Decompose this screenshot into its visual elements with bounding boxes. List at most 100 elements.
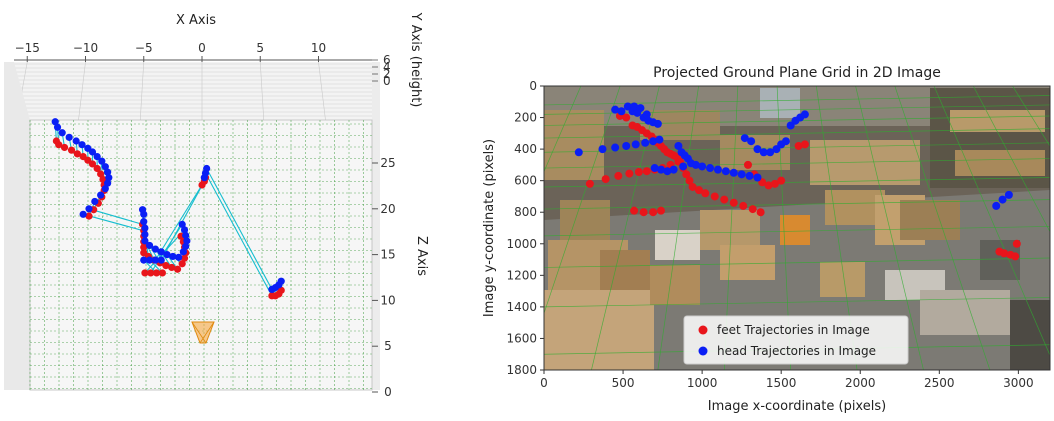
feet-point: [178, 260, 186, 268]
feet-point: [657, 206, 666, 215]
z-tick-label: 5: [384, 339, 392, 353]
x-tick-label: 2500: [924, 376, 955, 390]
x-axis-ticks: −15 −10 −5 0 5 10: [15, 41, 326, 62]
depth-line: [78, 61, 86, 121]
head-point: [713, 165, 722, 174]
head-point: [800, 110, 809, 119]
feet-point: [162, 261, 170, 270]
y-tick-label: 4: [383, 60, 391, 74]
feet-point: [688, 182, 697, 191]
y-tick-label: 6: [383, 53, 391, 67]
trajectory-link: [83, 213, 144, 232]
head-point: [641, 138, 650, 147]
head-point: [98, 157, 106, 165]
head-point: [617, 107, 626, 116]
depth-line: [318, 61, 326, 121]
feet-point: [625, 169, 634, 178]
feet-point: [97, 170, 105, 178]
head-point: [649, 137, 658, 146]
head-point: [151, 245, 159, 253]
y-tick-label: 800: [514, 205, 537, 219]
feet-point: [1011, 252, 1020, 261]
z-axis-ticks: 0 5 10 15 20 25: [372, 156, 396, 399]
head-point: [105, 174, 113, 182]
head-point: [140, 256, 148, 264]
feet-point: [685, 176, 694, 185]
feet-point: [277, 286, 285, 294]
x-tick-label: 0: [198, 41, 206, 55]
head-point: [157, 248, 165, 256]
head-point: [598, 145, 607, 154]
feet-point: [649, 208, 658, 217]
feet-point: [168, 263, 176, 272]
ground-grid-line: [544, 199, 1050, 210]
head-point: [141, 230, 149, 239]
feet-point: [756, 208, 765, 217]
head-point: [151, 256, 159, 264]
feet-point: [1000, 249, 1009, 258]
feet-point: [158, 269, 166, 277]
right-wall: [372, 62, 380, 390]
head-point: [679, 162, 688, 171]
head-point: [766, 148, 775, 157]
feet-point: [1012, 239, 1021, 248]
y-tick-label: 600: [514, 174, 537, 188]
trajectory-link: [205, 172, 273, 297]
feet-point: [682, 170, 691, 179]
feet-point: [800, 140, 809, 149]
feet-point: [639, 208, 648, 217]
head-point: [745, 171, 754, 180]
right-trajectory-points: [574, 102, 1021, 261]
ground-grid-line: [776, 86, 792, 370]
head-point: [145, 256, 154, 264]
feet-point: [73, 150, 81, 158]
x-tick-label: 2000: [845, 376, 876, 390]
head-point: [630, 102, 639, 111]
head-point: [175, 253, 183, 261]
x-tick-label: 1000: [687, 376, 718, 390]
head-point: [140, 218, 148, 226]
x-axis-label: X Axis: [176, 13, 216, 28]
y-tick-label: 1800: [506, 363, 537, 377]
x-tick-label: 500: [612, 376, 635, 390]
z-tick-label: 0: [384, 385, 392, 399]
head-point: [53, 123, 62, 131]
ground-grid-line: [544, 104, 1050, 115]
y-tick-label: 1400: [506, 300, 537, 314]
trajectory-link: [154, 184, 203, 261]
y-axis-label: Y Axis (height): [408, 12, 423, 108]
head-point: [740, 134, 749, 143]
feet-point: [88, 160, 97, 168]
feet-point: [642, 167, 651, 176]
z-axis-label: Z Axis: [414, 236, 429, 276]
ground-grid-line: [815, 86, 858, 370]
trajectory-link: [206, 168, 276, 297]
head-point: [631, 140, 640, 149]
ground-grid-line: [544, 158, 1050, 169]
trajectory-link: [88, 208, 143, 225]
head-point: [636, 104, 645, 113]
ground-grid-line: [591, 86, 660, 370]
feet-point: [614, 171, 623, 180]
y-tick-label: 1000: [506, 237, 537, 251]
head-point: [104, 168, 112, 176]
feet-point: [634, 167, 643, 176]
head-point: [642, 110, 651, 119]
depth-line: [259, 61, 265, 121]
feet-point: [601, 175, 610, 184]
head-point: [706, 164, 715, 173]
feet-point: [764, 181, 773, 190]
chart-title: Projected Ground Plane Grid in 2D Image: [653, 65, 941, 81]
head-point: [753, 173, 762, 182]
head-point: [91, 197, 99, 206]
depth-line: [139, 61, 145, 121]
floor-back: [14, 62, 372, 120]
z-tick-label: 20: [380, 202, 395, 216]
head-point: [157, 256, 165, 264]
feet-point: [710, 192, 719, 201]
head-point: [691, 160, 700, 169]
head-point: [574, 148, 583, 157]
head-point: [88, 148, 97, 156]
head-point: [145, 241, 154, 250]
head-point: [79, 210, 87, 218]
